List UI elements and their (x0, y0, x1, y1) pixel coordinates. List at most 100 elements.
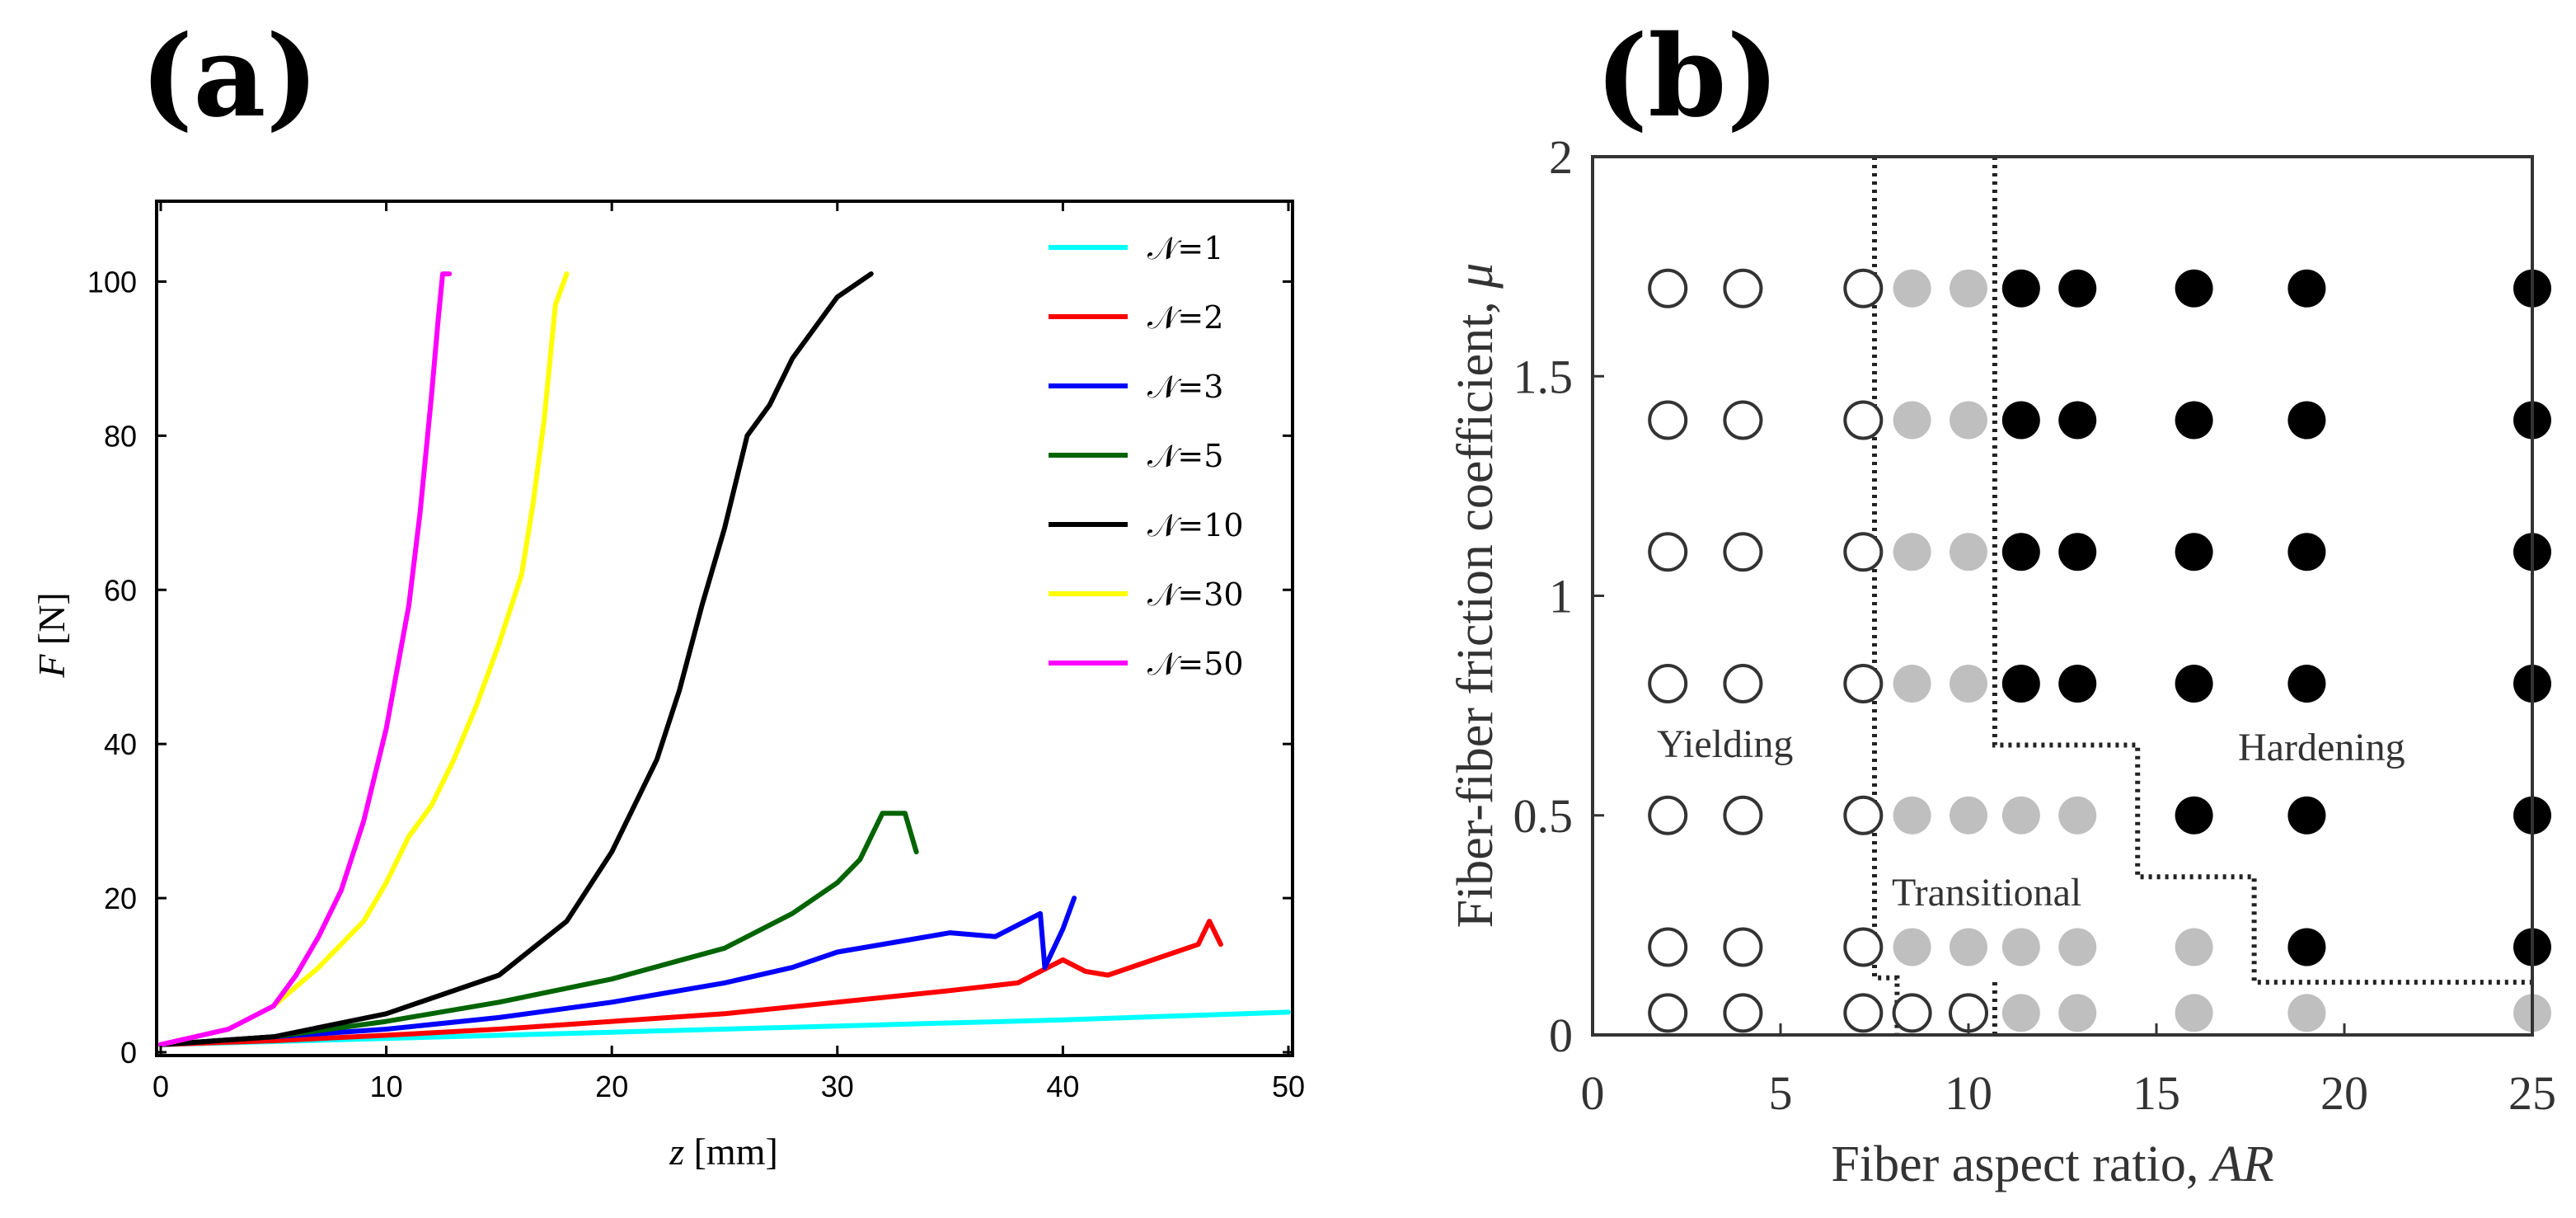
legend-label-7: 𝒩=50 (1147, 646, 1244, 682)
chart-b-ylabel: Fiber-fiber friction coefficient, μ (1448, 263, 1504, 929)
chart-a-ylabel-unit: [N] (30, 592, 73, 654)
series-line-3 (158, 896, 1077, 1047)
point-transitional (2001, 928, 2040, 966)
point-transitional (1893, 928, 1931, 966)
point-hardening (2287, 928, 2326, 966)
series-line-7 (158, 271, 453, 1047)
point-transitional (2001, 796, 2040, 835)
point-yielding (1843, 927, 1884, 967)
x-tick-label-a: 20 (595, 1070, 628, 1103)
region-label-transitional: Transitional (1892, 871, 2081, 915)
point-transitional (2058, 796, 2097, 835)
point-yielding (1723, 532, 1763, 572)
point-yielding (1648, 268, 1688, 308)
point-hardening (2175, 796, 2213, 835)
chart-a-ylabel-var: F (30, 654, 73, 679)
legend-label-1: 𝒩=1 (1147, 230, 1223, 266)
y-tick-label-a: 40 (104, 727, 137, 761)
point-hardening (2175, 533, 2213, 571)
x-tick-label-a: 50 (1272, 1070, 1305, 1103)
point-yielding (1843, 532, 1884, 572)
chart-a-frame (155, 200, 1294, 1057)
point-yielding (1648, 927, 1688, 967)
point-yielding (1723, 927, 1763, 967)
chart-b-ticks-group: 0 5 10 15 20 25 0 0.5 1 1.5 2 (1513, 130, 2557, 1120)
point-transitional (1893, 401, 1931, 440)
point-hardening (2287, 269, 2326, 308)
panel-a-label: (a) (140, 11, 319, 143)
point-transitional (2058, 928, 2097, 966)
point-yielding (1843, 993, 1884, 1033)
point-transitional (1893, 533, 1931, 571)
legend-label-2: 𝒩=2 (1147, 299, 1223, 336)
point-yielding (1723, 400, 1763, 440)
chart-b-ylabel-text: Fiber-fiber friction coefficient, (1448, 289, 1504, 929)
point-yielding (1648, 532, 1688, 572)
x-tick-label-b: 10 (1945, 1066, 1992, 1120)
point-hardening (2058, 269, 2097, 308)
chart-b-xlabel-var: AR (2208, 1136, 2274, 1192)
x-tick-label-b: 25 (2508, 1066, 2556, 1120)
point-transitional (2175, 994, 2213, 1032)
x-tick-label-b: 5 (1769, 1066, 1793, 1120)
legend-label-6: 𝒩=30 (1147, 576, 1244, 613)
point-transitional (2058, 994, 2097, 1032)
chart-a-xlabel: z [mm] (669, 1131, 778, 1173)
point-yielding (1648, 664, 1688, 703)
chart-b-xlabel-text: Fiber aspect ratio, (1831, 1136, 2211, 1192)
point-transitional (1893, 269, 1931, 308)
point-transitional (2001, 994, 2040, 1032)
point-hardening (2287, 665, 2326, 703)
point-yielding (1843, 400, 1884, 440)
legend-label-5: 𝒩=10 (1147, 507, 1244, 543)
point-yielding (1648, 795, 1688, 835)
x-tick-label-b: 15 (2133, 1066, 2180, 1120)
y-tick-label-b: 1 (1549, 570, 1573, 623)
chart-b-xlabel: Fiber aspect ratio, AR (1831, 1136, 2273, 1192)
point-hardening (2175, 401, 2213, 440)
chart-b: 0 5 10 15 20 25 0 0.5 1 1.5 2 Yielding Transitiona… (1448, 130, 2556, 1192)
phase-boundary-2 (1992, 157, 2532, 985)
chart-b-points (1648, 268, 2551, 1033)
point-hardening (2001, 269, 2040, 308)
point-yielding (1892, 993, 1932, 1033)
chart-a-legend: 𝒩=1 𝒩=2 𝒩=3 𝒩=5 𝒩=10 𝒩=30 𝒩=50 (1049, 230, 1244, 682)
point-hardening (2058, 665, 2097, 703)
point-yielding (1723, 795, 1763, 835)
series-line-5 (158, 271, 874, 1047)
y-tick-label-b: 1.5 (1513, 350, 1574, 403)
point-yielding (1648, 400, 1688, 440)
point-yielding (1843, 268, 1884, 308)
point-yielding (1843, 795, 1884, 835)
point-transitional (2175, 928, 2213, 966)
y-tick-label-a: 80 (104, 419, 137, 453)
y-tick-label-a: 60 (104, 573, 137, 607)
chart-a-xlabel-unit: [mm] (684, 1131, 778, 1173)
y-tick-label-a: 0 (120, 1036, 137, 1070)
point-yielding (1723, 268, 1763, 308)
point-transitional (1893, 796, 1931, 835)
point-hardening (2287, 796, 2326, 835)
point-transitional (1950, 533, 1987, 571)
x-tick-label-b: 20 (2320, 1066, 2368, 1120)
legend-label-3: 𝒩=3 (1147, 369, 1223, 405)
chart-b-ylabel-var: μ (1448, 263, 1504, 289)
chart-a-ylabel: F [N] (30, 592, 73, 678)
y-tick-label-a: 20 (104, 882, 137, 915)
panel-b-label: (b) (1595, 11, 1780, 143)
chart-a-series-group (158, 271, 1291, 1047)
point-hardening (2058, 401, 2097, 440)
chart-b-boundaries (1872, 157, 2532, 1035)
y-tick-label-b: 0 (1549, 1009, 1573, 1062)
point-hardening (2287, 533, 2326, 571)
legend-label-4: 𝒩=5 (1147, 438, 1223, 474)
point-hardening (2058, 533, 2097, 571)
x-tick-label-b: 0 (1581, 1066, 1605, 1120)
point-yielding (1723, 664, 1763, 703)
point-hardening (2001, 401, 2040, 440)
chart-a-xlabel-var: z (669, 1131, 684, 1173)
point-yielding (1723, 993, 1763, 1033)
point-transitional (2287, 994, 2326, 1032)
point-transitional (1950, 928, 1987, 966)
